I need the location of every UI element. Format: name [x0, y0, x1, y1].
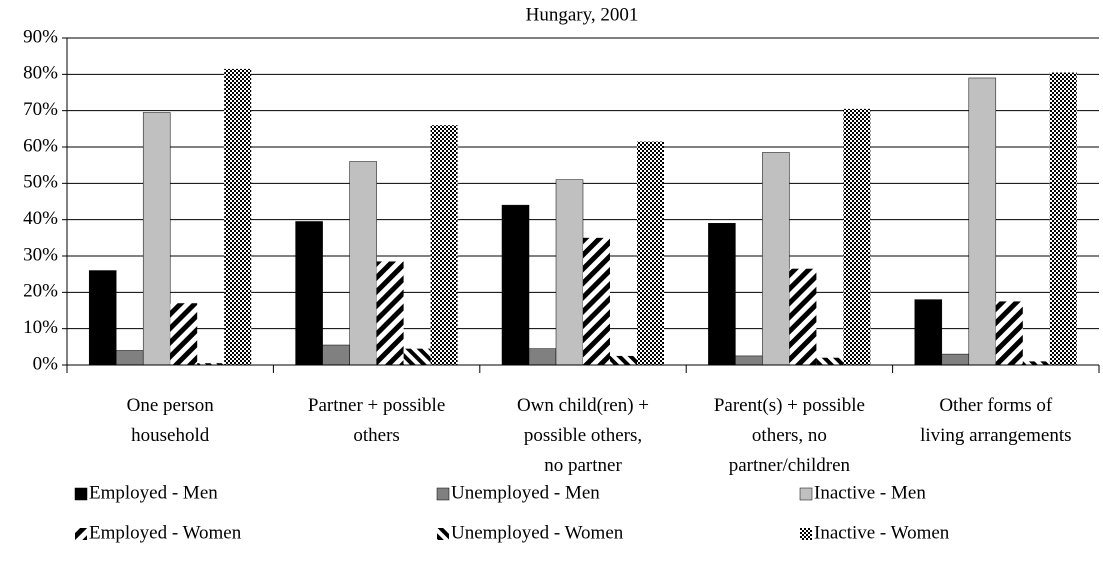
bar	[637, 141, 664, 365]
x-tick-line: others	[353, 425, 399, 446]
bar	[1022, 361, 1050, 365]
x-tick-line: household	[131, 425, 210, 446]
bar	[224, 68, 252, 365]
bar	[555, 179, 584, 366]
chart-title: Hungary, 2001	[526, 4, 639, 25]
legend-swatch	[74, 487, 88, 501]
bar	[170, 303, 198, 365]
bar	[610, 355, 637, 365]
legend-swatch	[75, 528, 87, 540]
y-tick-label: 10%	[23, 317, 58, 338]
legend-swatch	[436, 487, 450, 501]
bar	[708, 223, 736, 366]
x-tick-label: Parent(s) + possible others, no partner/ch…	[714, 395, 865, 476]
legend-swatch	[800, 528, 812, 540]
x-tick-line: living arrangements	[920, 425, 1071, 446]
x-tick-label: Own child(ren) + possible others, no partn…	[517, 395, 649, 476]
bar	[197, 363, 225, 365]
x-tick-line: Partner + possible	[308, 395, 445, 416]
y-tick-label: 80%	[23, 63, 58, 84]
bar	[528, 348, 557, 366]
bar	[88, 270, 117, 366]
x-tick-label: Other forms of living arrangements	[920, 395, 1071, 446]
bar	[501, 204, 530, 366]
legend-label: Unemployed - Women	[451, 522, 624, 543]
y-tick-label: 50%	[23, 172, 58, 193]
bar	[403, 348, 431, 365]
bar	[843, 108, 871, 365]
y-tick-label: 90%	[23, 26, 58, 47]
bar	[322, 344, 350, 366]
y-tick-label: 70%	[23, 99, 58, 120]
legend-swatch	[799, 487, 813, 501]
x-tick-line: Other forms of	[939, 395, 1053, 416]
bar	[789, 268, 817, 365]
x-tick-line: Parent(s) + possible	[714, 395, 865, 416]
bar	[295, 221, 323, 366]
x-tick-label: One person household	[127, 395, 215, 446]
bar	[1049, 72, 1077, 366]
y-tick-label: 20%	[23, 281, 58, 302]
y-tick-label: 40%	[23, 208, 58, 229]
bar	[941, 353, 970, 366]
x-tick-line: possible others,	[524, 425, 642, 446]
bar	[968, 77, 997, 366]
bar	[583, 237, 610, 365]
bar	[349, 161, 377, 366]
bar	[142, 112, 171, 366]
legend-label: Employed - Women	[89, 522, 242, 543]
x-tick-line: no partner	[544, 455, 622, 476]
legend-label: Unemployed - Men	[451, 482, 600, 503]
bar	[430, 125, 458, 365]
bar	[735, 355, 763, 366]
bar	[762, 152, 790, 366]
x-tick-line: Own child(ren) +	[517, 395, 649, 416]
x-tick-line: partner/children	[729, 455, 851, 476]
legend-label: Inactive - Men	[814, 482, 926, 503]
y-tick-label: 30%	[23, 244, 58, 265]
x-tick-label: Partner + possible others	[308, 395, 445, 446]
y-tick-label: 60%	[23, 135, 58, 156]
bar	[995, 301, 1023, 365]
bar	[376, 261, 404, 365]
x-tick-line: others, no	[752, 425, 827, 446]
bar	[115, 350, 144, 366]
legend-label: Employed - Men	[89, 482, 218, 503]
legend-swatch	[437, 528, 449, 540]
legend-label: Inactive - Women	[814, 522, 950, 543]
bar	[816, 357, 844, 365]
x-tick-line: One person	[127, 395, 215, 416]
bar	[914, 299, 943, 366]
y-tick-label: 0%	[33, 353, 59, 374]
